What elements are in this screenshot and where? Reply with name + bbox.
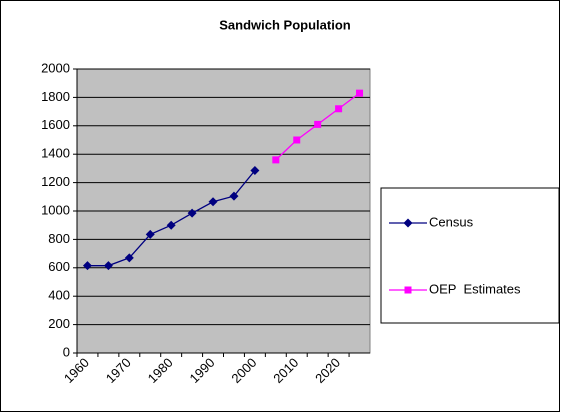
y-tick-label: 800 [48,231,70,246]
y-tick-label: 2000 [41,60,70,75]
y-tick-label: 1200 [41,174,70,189]
legend-label: Census [429,214,474,229]
y-tick-label: 0 [63,344,70,359]
data-point [272,156,280,164]
data-point [166,220,176,230]
data-point [293,136,301,144]
y-tick-label: 1000 [41,202,70,217]
y-tick-label: 200 [48,316,70,331]
data-point [187,208,197,218]
data-point [335,105,343,113]
data-point [82,261,92,271]
y-tick-label: 1800 [41,89,70,104]
data-point [103,261,113,271]
legend-marker [403,218,413,228]
data-point [314,120,322,128]
data-point [229,191,239,201]
legend-marker [404,286,412,294]
y-tick-label: 600 [48,259,70,274]
data-point [124,253,134,263]
y-tick-label: 400 [48,288,70,303]
legend-box [380,187,560,324]
data-point [356,89,364,97]
data-point [250,166,260,176]
y-tick-label: 1600 [41,117,70,132]
y-tick-label: 1400 [41,146,70,161]
data-point [145,229,155,239]
legend-label: OEP Estimates [429,281,521,296]
data-point [208,197,218,207]
chart-title: Sandwich Population [219,17,351,32]
